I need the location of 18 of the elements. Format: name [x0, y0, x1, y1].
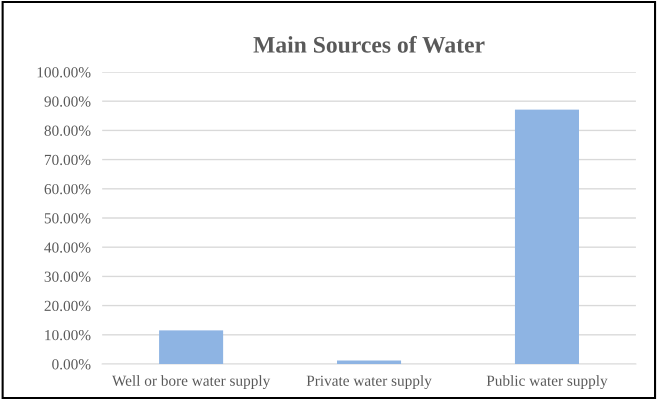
y-tick-label: 40.00%	[44, 242, 91, 253]
y-tick-label: 90.00%	[44, 96, 91, 107]
x-tick-label: Well or bore water supply	[112, 375, 270, 390]
y-tick-label: 80.00%	[44, 126, 91, 136]
y-tick-label: 30.00%	[44, 272, 91, 282]
bar	[337, 360, 402, 364]
chart-title: Main Sources of Water	[253, 36, 485, 53]
y-tick-label: 0.00%	[52, 359, 91, 370]
y-tick-label: 10.00%	[45, 330, 91, 340]
x-tick-label: Public water supply	[486, 375, 608, 390]
y-tick-label: 20.00%	[44, 300, 91, 312]
y-tick-label: 50.00%	[44, 213, 91, 224]
y-tick-label: 70.00%	[44, 154, 91, 166]
bar	[159, 330, 224, 364]
y-tick-label: 100.00%	[38, 67, 91, 78]
x-tick-label: Private water supply	[306, 375, 432, 390]
y-tick-label: 60.00%	[44, 184, 91, 194]
bar	[514, 110, 579, 364]
